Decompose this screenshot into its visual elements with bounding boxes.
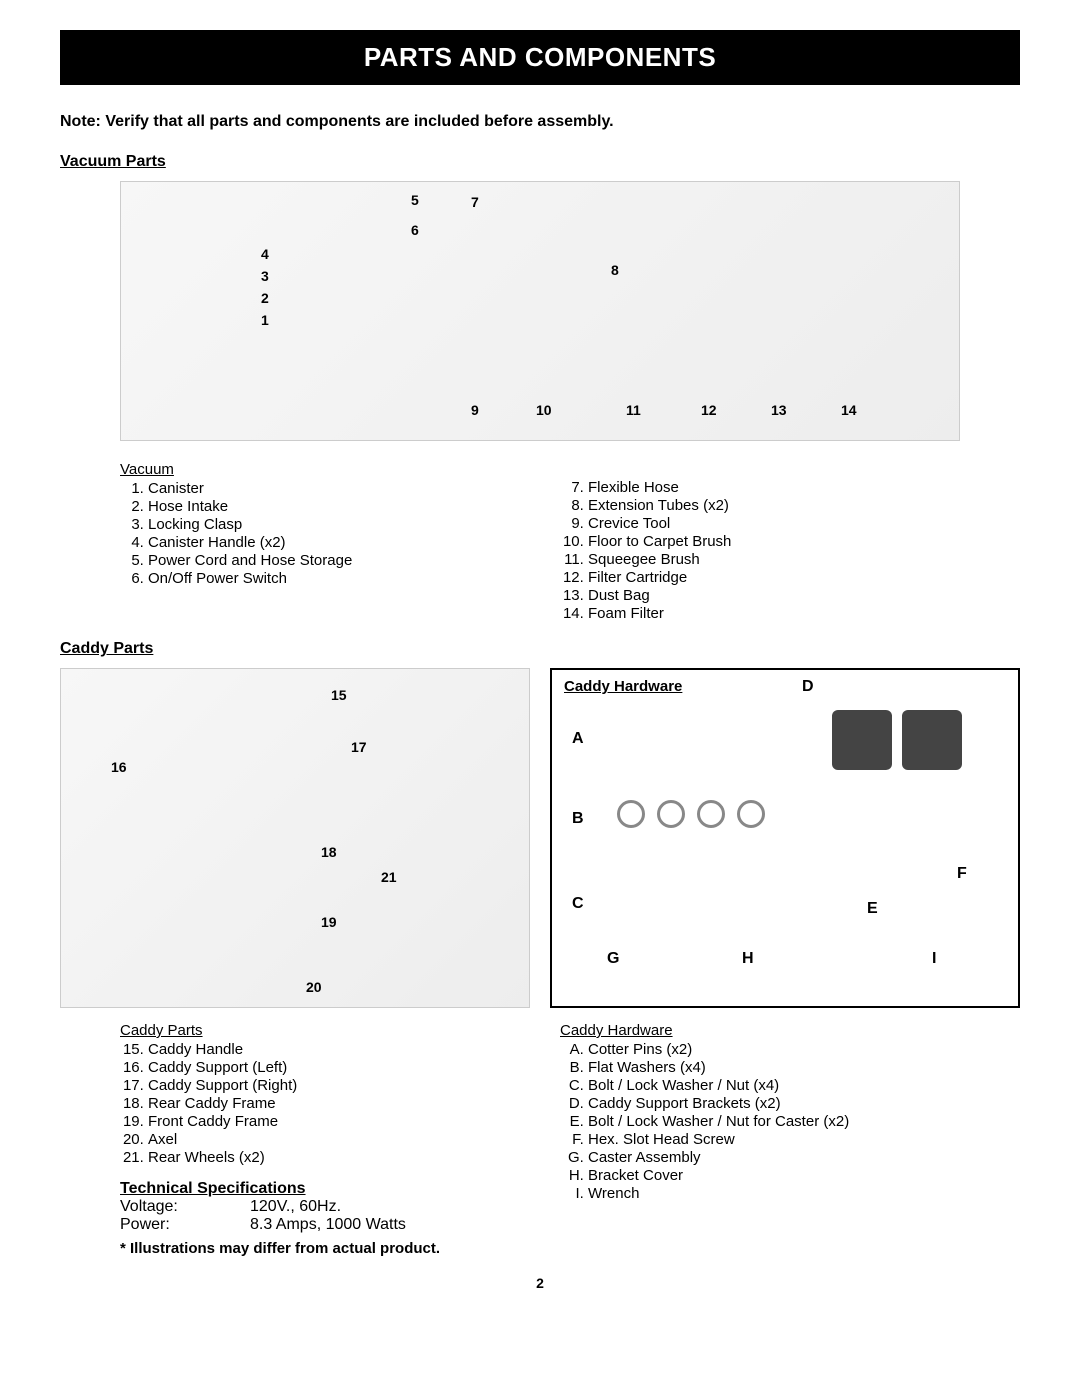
list-item: Squeegee Brush — [588, 551, 960, 568]
diagram-label: 16 — [111, 759, 127, 775]
list-item: Bolt / Lock Washer / Nut for Caster (x2) — [588, 1113, 960, 1130]
vacuum-parts-heading: Vacuum Parts — [60, 153, 1020, 171]
list-item: Wrench — [588, 1185, 960, 1202]
specs-heading: Technical Specifications — [120, 1180, 520, 1198]
vacuum-list-right: Flexible Hose Extension Tubes (x2) Crevi… — [560, 479, 960, 622]
diagram-label: 2 — [261, 290, 269, 306]
diagram-label: 9 — [471, 402, 479, 418]
diagram-label: 6 — [411, 222, 419, 238]
list-item: Cotter Pins (x2) — [588, 1041, 960, 1058]
diagram-label: 7 — [471, 194, 479, 210]
list-item: On/Off Power Switch — [148, 570, 520, 587]
list-item: Caster Assembly — [588, 1149, 960, 1166]
list-item: Power Cord and Hose Storage — [148, 552, 520, 569]
list-item: Caddy Support (Right) — [148, 1077, 520, 1094]
caddy-diagram: 15 16 17 18 19 20 21 — [60, 668, 530, 1008]
list-item: Canister Handle (x2) — [148, 534, 520, 551]
hardware-list: Cotter Pins (x2) Flat Washers (x4) Bolt … — [560, 1041, 960, 1202]
diagram-label: 1 — [261, 312, 269, 328]
diagram-label: 13 — [771, 402, 787, 418]
hardware-diagram-box: Caddy Hardware A B C D E F G H I — [550, 668, 1020, 1008]
list-item: Rear Caddy Frame — [148, 1095, 520, 1112]
list-item: Locking Clasp — [148, 516, 520, 533]
diagram-label: I — [932, 950, 936, 968]
diagram-label: E — [867, 900, 878, 918]
list-item: Filter Cartridge — [588, 569, 960, 586]
spec-val: 8.3 Amps, 1000 Watts — [250, 1216, 406, 1234]
list-item: Bracket Cover — [588, 1167, 960, 1184]
list-item: Rear Wheels (x2) — [148, 1149, 520, 1166]
diagram-label: 18 — [321, 844, 337, 860]
diagram-label: A — [572, 730, 584, 748]
footnote: * Illustrations may differ from actual p… — [120, 1240, 520, 1257]
diagram-label: 15 — [331, 687, 347, 703]
list-item: Dust Bag — [588, 587, 960, 604]
diagram-label: H — [742, 950, 754, 968]
caddy-parts-heading: Caddy Parts — [60, 640, 1020, 658]
spec-key: Power: — [120, 1216, 250, 1234]
diagram-label: 11 — [626, 402, 641, 418]
page-number: 2 — [60, 1275, 1020, 1291]
list-item: Bolt / Lock Washer / Nut (x4) — [588, 1077, 960, 1094]
list-item: Caddy Handle — [148, 1041, 520, 1058]
diagram-label: 5 — [411, 192, 419, 208]
list-item: Axel — [148, 1131, 520, 1148]
spec-row: Power: 8.3 Amps, 1000 Watts — [120, 1216, 520, 1234]
caddy-list-title: Caddy Parts — [120, 1022, 520, 1039]
list-item: Floor to Carpet Brush — [588, 533, 960, 550]
diagram-label: 10 — [536, 402, 552, 418]
spec-key: Voltage: — [120, 1198, 250, 1216]
diagram-label: 8 — [611, 262, 619, 278]
hardware-heading: Caddy Hardware — [564, 678, 682, 695]
note-text: Note: Verify that all parts and componen… — [60, 113, 1020, 131]
diagram-label: 17 — [351, 739, 367, 755]
vacuum-list-title: Vacuum — [120, 461, 520, 478]
diagram-label: F — [957, 865, 967, 883]
list-item: Caddy Support (Left) — [148, 1059, 520, 1076]
list-item: Front Caddy Frame — [148, 1113, 520, 1130]
diagram-label: G — [607, 950, 619, 968]
list-item: Hose Intake — [148, 498, 520, 515]
caddy-list: Caddy Handle Caddy Support (Left) Caddy … — [120, 1041, 520, 1166]
diagram-label: C — [572, 895, 584, 913]
diagram-label: 12 — [701, 402, 717, 418]
hardware-list-title: Caddy Hardware — [560, 1022, 960, 1039]
page-title-bar: PARTS AND COMPONENTS — [60, 30, 1020, 85]
list-item: Hex. Slot Head Screw — [588, 1131, 960, 1148]
vacuum-diagram: 1 2 3 4 5 6 7 8 9 10 11 12 13 14 — [120, 181, 960, 441]
diagram-label: 21 — [381, 869, 397, 885]
diagram-label: 4 — [261, 246, 269, 262]
diagram-label: 20 — [306, 979, 322, 995]
page-title: PARTS AND COMPONENTS — [364, 42, 716, 72]
spec-row: Voltage: 120V., 60Hz. — [120, 1198, 520, 1216]
diagram-label: D — [802, 678, 814, 696]
diagram-label: B — [572, 810, 584, 828]
vacuum-list-left: Canister Hose Intake Locking Clasp Canis… — [120, 480, 520, 587]
list-item: Extension Tubes (x2) — [588, 497, 960, 514]
list-item: Foam Filter — [588, 605, 960, 622]
list-item: Flat Washers (x4) — [588, 1059, 960, 1076]
list-item: Flexible Hose — [588, 479, 960, 496]
list-item: Caddy Support Brackets (x2) — [588, 1095, 960, 1112]
diagram-label: 19 — [321, 914, 337, 930]
list-item: Canister — [148, 480, 520, 497]
spec-val: 120V., 60Hz. — [250, 1198, 341, 1216]
diagram-label: 14 — [841, 402, 857, 418]
list-item: Crevice Tool — [588, 515, 960, 532]
diagram-label: 3 — [261, 268, 269, 284]
